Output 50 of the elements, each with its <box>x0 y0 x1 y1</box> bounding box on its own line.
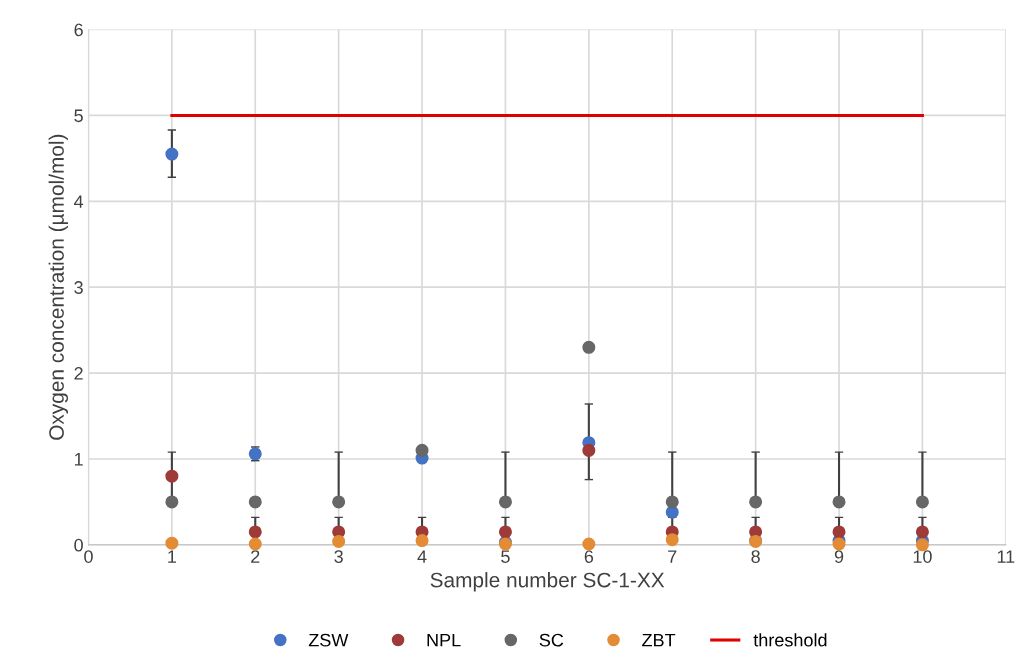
legend-label: ZBT <box>642 633 676 647</box>
y-tick-label: 2 <box>74 367 83 380</box>
point <box>498 525 512 539</box>
x-tick-label: 3 <box>334 550 343 563</box>
x-tick-label: 6 <box>584 550 594 563</box>
point <box>665 495 679 509</box>
x-tick-label: 11 <box>997 550 1015 563</box>
x-tick-label: 0 <box>84 550 93 563</box>
point <box>665 533 679 547</box>
x-tick-label: 10 <box>913 550 932 563</box>
legend-label: NPL <box>427 633 461 647</box>
point <box>498 495 512 509</box>
x-tick-label: 5 <box>501 550 510 563</box>
y-tick-label: 6 <box>74 23 83 37</box>
point <box>415 534 429 548</box>
point <box>665 505 679 519</box>
point <box>248 525 262 539</box>
point <box>332 534 346 548</box>
point <box>165 147 179 161</box>
y-tick-label: 4 <box>73 195 84 208</box>
point <box>248 537 262 551</box>
point <box>915 525 929 539</box>
y-tick-label: 5 <box>74 109 83 123</box>
point <box>415 443 429 457</box>
point <box>332 495 346 509</box>
x-tick-label: 8 <box>751 550 760 563</box>
point <box>832 495 846 509</box>
x-tick-label: 7 <box>668 550 677 563</box>
y-axis-title: Oxygen concentration (µmol/mol) <box>48 134 69 440</box>
point <box>915 495 929 509</box>
y-tick-label: 1 <box>74 453 83 466</box>
point <box>582 443 596 457</box>
point <box>165 469 179 483</box>
legend-label: SC <box>539 633 564 647</box>
point <box>749 495 763 509</box>
y-tick-label: 0 <box>74 538 83 552</box>
point <box>582 340 596 354</box>
x-tick-label: 1 <box>168 550 177 563</box>
y-tick-label: 3 <box>74 281 83 294</box>
legend-label: ZSW <box>308 633 349 647</box>
point <box>165 536 179 550</box>
point <box>248 495 262 509</box>
legend-label: threshold <box>753 633 827 647</box>
x-tick-label: 4 <box>417 550 427 563</box>
point <box>832 525 846 539</box>
x-tick-label: 9 <box>834 550 844 563</box>
x-tick-label: 2 <box>251 550 260 563</box>
x-axis-title: Sample number SC-1-XX <box>430 572 665 592</box>
point <box>582 537 596 551</box>
point <box>165 495 179 509</box>
